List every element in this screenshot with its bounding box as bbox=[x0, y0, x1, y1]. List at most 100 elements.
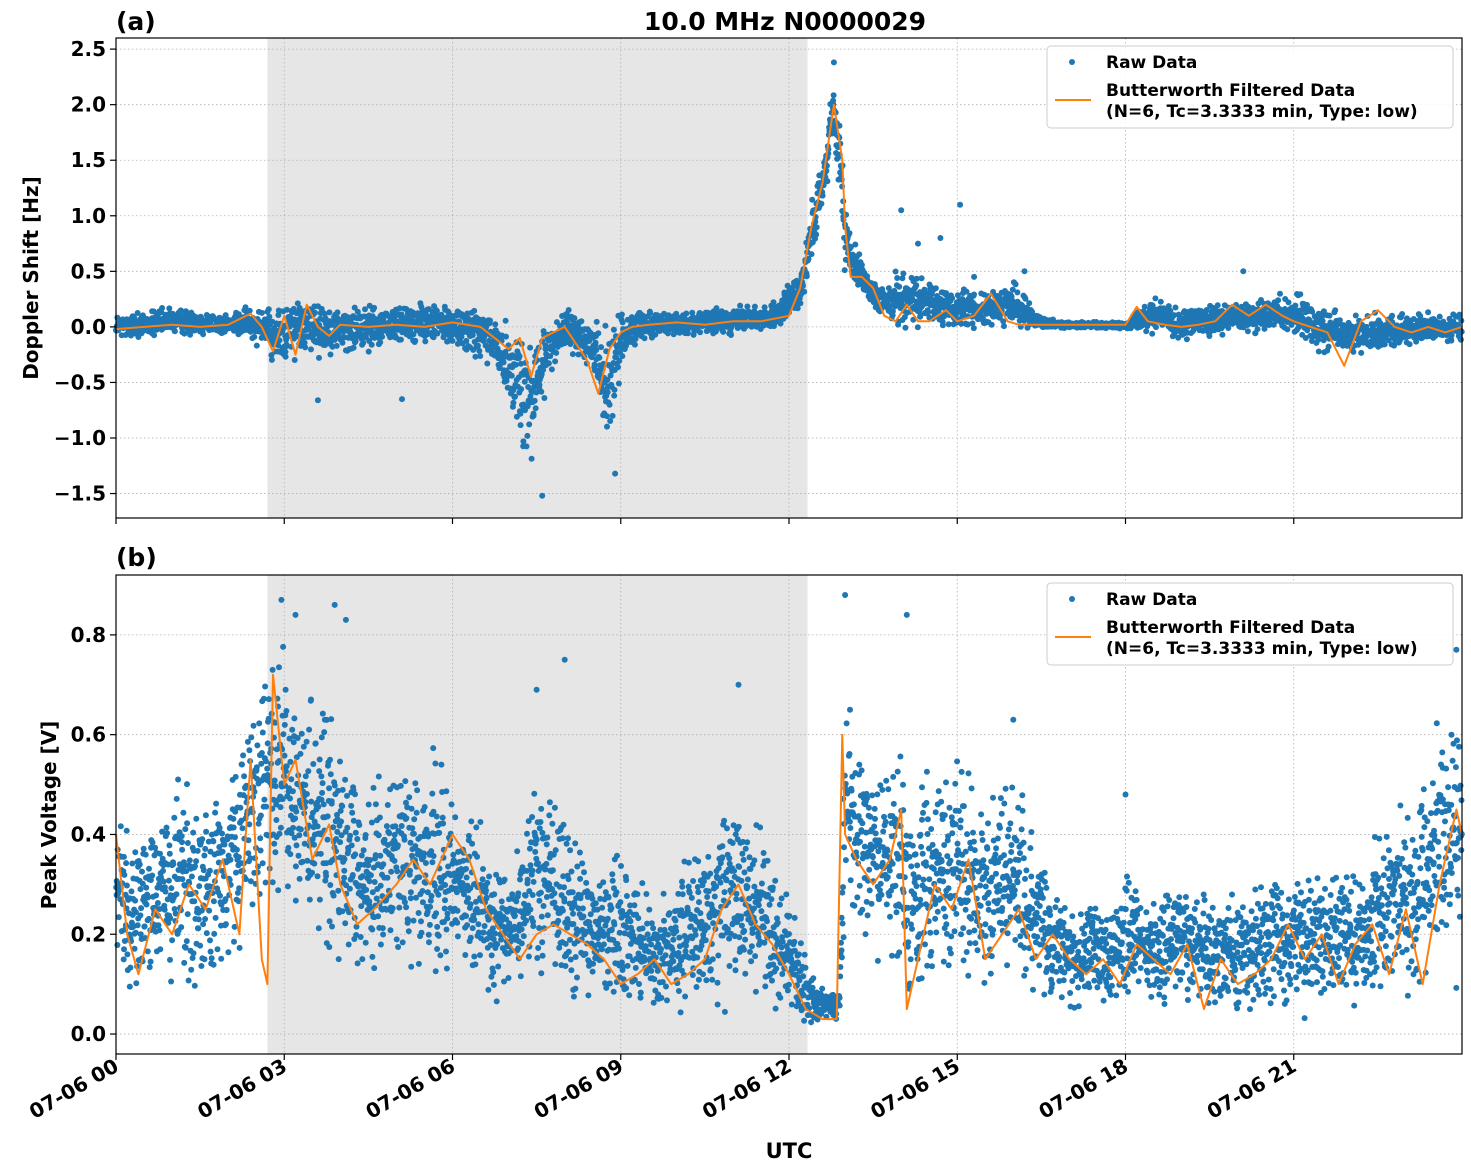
raw-point bbox=[306, 726, 313, 733]
raw-point bbox=[503, 333, 509, 340]
raw-point bbox=[227, 856, 234, 863]
raw-point bbox=[121, 871, 128, 878]
raw-point bbox=[154, 900, 161, 906]
raw-point bbox=[615, 380, 622, 387]
raw-point bbox=[291, 715, 298, 722]
raw-point bbox=[1399, 311, 1406, 317]
raw-point bbox=[132, 849, 139, 856]
raw-point bbox=[256, 720, 263, 727]
raw-point bbox=[433, 307, 440, 314]
raw-point bbox=[527, 344, 534, 351]
raw-point bbox=[1436, 313, 1443, 320]
raw-point bbox=[177, 307, 184, 314]
raw-point bbox=[360, 339, 367, 346]
raw-point bbox=[578, 318, 585, 325]
raw-point bbox=[508, 372, 515, 379]
raw-point bbox=[259, 860, 266, 867]
raw-point bbox=[474, 342, 481, 349]
raw-point bbox=[276, 664, 282, 671]
raw-point bbox=[794, 305, 801, 312]
raw-point bbox=[892, 268, 899, 275]
raw-point bbox=[258, 750, 265, 756]
raw-point bbox=[173, 795, 180, 802]
raw-point bbox=[214, 946, 221, 953]
raw-point bbox=[803, 273, 810, 280]
raw-point bbox=[136, 861, 143, 868]
shaded-region bbox=[267, 575, 808, 1054]
raw-point bbox=[1319, 318, 1326, 324]
raw-point bbox=[538, 388, 545, 395]
raw-point bbox=[211, 930, 218, 937]
raw-point bbox=[371, 304, 378, 311]
raw-point bbox=[253, 342, 260, 349]
raw-point bbox=[937, 235, 944, 241]
raw-point bbox=[988, 321, 995, 328]
raw-point bbox=[139, 868, 145, 875]
raw-point bbox=[520, 438, 527, 445]
raw-point bbox=[284, 883, 291, 890]
raw-point bbox=[192, 863, 198, 870]
legend-raw-label: Raw Data bbox=[1106, 53, 1197, 73]
raw-point bbox=[602, 322, 609, 329]
raw-point bbox=[1448, 337, 1455, 344]
raw-point bbox=[280, 731, 287, 738]
raw-point bbox=[217, 892, 223, 899]
raw-point bbox=[293, 842, 300, 849]
raw-point bbox=[312, 309, 318, 316]
raw-point bbox=[208, 955, 215, 962]
raw-point bbox=[458, 333, 465, 340]
raw-point bbox=[162, 888, 169, 895]
raw-point bbox=[200, 331, 207, 338]
raw-point bbox=[1244, 328, 1251, 335]
raw-point bbox=[545, 360, 552, 367]
raw-point bbox=[852, 241, 859, 248]
raw-point bbox=[181, 959, 188, 966]
raw-point bbox=[269, 666, 276, 673]
raw-point bbox=[188, 873, 195, 880]
raw-point bbox=[818, 200, 825, 207]
raw-point bbox=[157, 946, 164, 953]
y-tick-label: 1.0 bbox=[71, 204, 106, 228]
raw-point bbox=[362, 306, 368, 313]
raw-point bbox=[318, 773, 325, 780]
raw-point bbox=[193, 858, 200, 865]
raw-point bbox=[275, 887, 282, 894]
raw-point bbox=[223, 906, 230, 913]
raw-point bbox=[178, 833, 185, 840]
raw-point bbox=[128, 888, 135, 895]
raw-point bbox=[182, 826, 189, 833]
raw-point bbox=[151, 332, 158, 339]
raw-point bbox=[318, 734, 325, 741]
raw-point bbox=[296, 305, 303, 311]
raw-point bbox=[319, 789, 326, 796]
raw-point bbox=[198, 314, 205, 321]
raw-point bbox=[328, 716, 335, 723]
raw-point bbox=[1153, 324, 1159, 331]
panel-a-ylabel: Doppler Shift [Hz] bbox=[19, 176, 43, 380]
raw-point bbox=[262, 683, 269, 690]
raw-point bbox=[251, 333, 258, 340]
raw-point bbox=[164, 830, 171, 837]
raw-point bbox=[500, 359, 507, 366]
raw-point bbox=[894, 275, 901, 281]
raw-point bbox=[523, 443, 530, 450]
raw-point bbox=[652, 331, 659, 338]
raw-point bbox=[218, 955, 225, 962]
raw-point bbox=[156, 927, 163, 934]
panel-a: (a) −1.5−1.0−0.50.00.51.01.52.02.5 Doppl… bbox=[19, 7, 1465, 524]
raw-point bbox=[728, 332, 734, 338]
y-tick-label: 2.0 bbox=[71, 93, 106, 117]
raw-point bbox=[333, 342, 340, 349]
raw-point bbox=[213, 800, 220, 807]
raw-point bbox=[797, 300, 804, 307]
raw-point bbox=[124, 951, 131, 958]
raw-point bbox=[1183, 336, 1190, 343]
raw-point bbox=[311, 841, 317, 848]
raw-point bbox=[640, 312, 646, 319]
raw-point bbox=[261, 796, 268, 803]
panel-a-shaded-region bbox=[267, 38, 808, 518]
raw-point bbox=[200, 921, 207, 928]
raw-point bbox=[323, 873, 330, 879]
raw-point bbox=[232, 834, 238, 841]
